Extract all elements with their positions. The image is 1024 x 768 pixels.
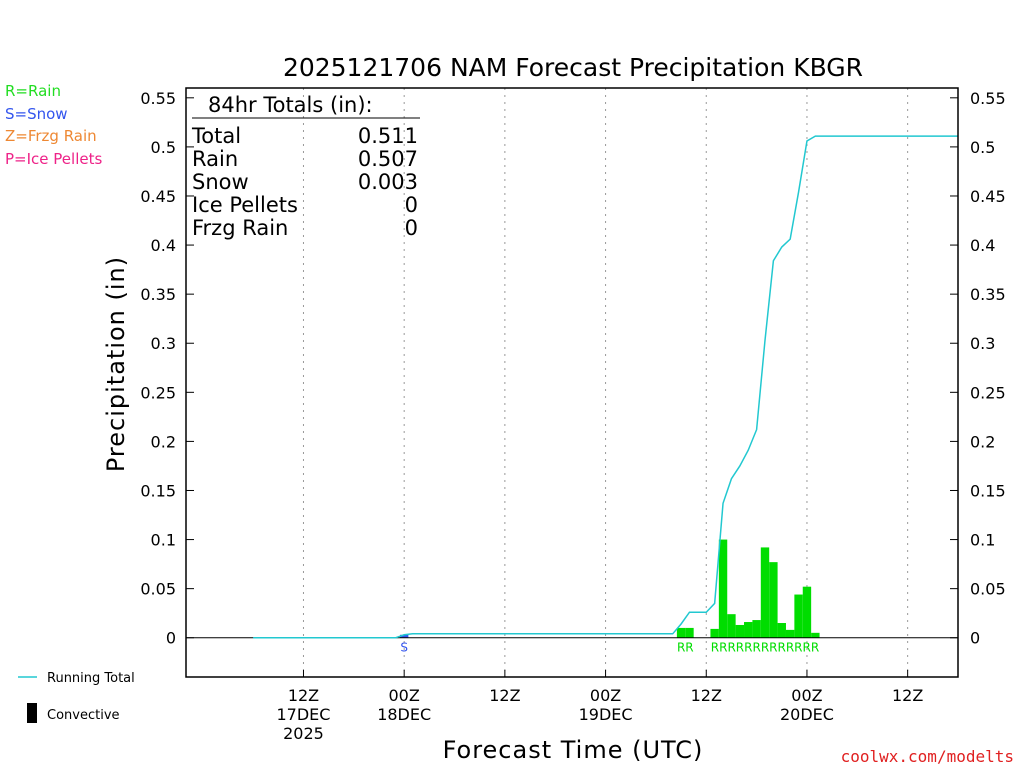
precip-bar bbox=[685, 627, 694, 638]
x-tick-label: 12Z bbox=[489, 686, 520, 705]
running-total-line bbox=[253, 135, 958, 639]
y-tick-label-right: 0.1 bbox=[970, 531, 995, 550]
precip-bar bbox=[676, 627, 686, 638]
y-tick-label-right: 0.5 bbox=[970, 138, 995, 157]
legend-frzg-rain: Z=Frzg Rain bbox=[5, 127, 97, 145]
y-tick-label-right: 0.2 bbox=[970, 432, 995, 451]
y-tick-label-left: 0.4 bbox=[151, 236, 176, 255]
precip-bar bbox=[752, 620, 761, 638]
precip-type-legend: R=Rain S=Snow Z=Frzg Rain P=Ice Pellets bbox=[5, 82, 102, 168]
x-tick-label: 2025 bbox=[283, 724, 324, 743]
x-axis-label: Forecast Time (UTC) bbox=[443, 736, 704, 764]
precip-type-marker: S bbox=[400, 641, 408, 655]
totals-label: Frzg Rain bbox=[192, 216, 288, 240]
x-tick-label: 19DEC bbox=[579, 705, 633, 724]
y-tick-label-right: 0.45 bbox=[970, 187, 1006, 206]
legend-ice-pellets: P=Ice Pellets bbox=[5, 150, 102, 168]
totals-label: Ice Pellets bbox=[192, 193, 298, 217]
precip-bar bbox=[735, 624, 745, 638]
y-tick-label-left: 0.45 bbox=[140, 187, 176, 206]
x-tick-label: 20DEC bbox=[780, 705, 834, 724]
y-tick-label-right: 0 bbox=[970, 629, 980, 648]
x-tick-label: 12Z bbox=[691, 686, 722, 705]
chart-title: 2025121706 NAM Forecast Precipitation KB… bbox=[283, 53, 863, 82]
y-tick-label-left: 0.1 bbox=[151, 531, 176, 550]
y-tick-label-left: 0.2 bbox=[151, 432, 176, 451]
totals-value: 0.003 bbox=[358, 170, 418, 194]
x-tick-label: 12Z bbox=[288, 686, 319, 705]
totals-label: Snow bbox=[192, 170, 249, 194]
precip-bar bbox=[777, 623, 786, 638]
y-tick-label-right: 0.55 bbox=[970, 89, 1006, 108]
y-tick-label-left: 0.5 bbox=[151, 138, 176, 157]
legend-rain: R=Rain bbox=[5, 82, 61, 100]
x-tick-label: 00Z bbox=[791, 686, 822, 705]
precip-bar bbox=[727, 614, 736, 638]
x-tick-label: 17DEC bbox=[276, 705, 330, 724]
precip-type-marker: RR bbox=[677, 641, 694, 655]
series-legend: Running Total Convective bbox=[18, 671, 135, 723]
x-tick-label: 12Z bbox=[892, 686, 923, 705]
y-tick-label-left: 0.35 bbox=[140, 285, 176, 304]
precip-bar bbox=[769, 562, 778, 638]
plot-frame bbox=[185, 87, 959, 678]
y-tick-label-right: 0.3 bbox=[970, 334, 995, 353]
precip-bar bbox=[802, 586, 812, 638]
precip-bar bbox=[718, 539, 728, 638]
legend-convective: Convective bbox=[47, 708, 120, 723]
convective-swatch bbox=[27, 703, 37, 723]
totals-value: 0 bbox=[405, 193, 418, 217]
y-tick-label-right: 0.25 bbox=[970, 383, 1006, 402]
precip-bar bbox=[399, 634, 409, 638]
y-axis-ticks: 0 00.05 0.050.1 0.10.15 0.150.2 0.20.25 0.250.… bbox=[140, 89, 1005, 648]
legend-snow: S=Snow bbox=[5, 105, 68, 123]
precip-bar bbox=[760, 547, 770, 638]
legend-running-total: Running Total bbox=[47, 671, 135, 686]
totals-box: 84hr Totals (in): Total 0.511 Rain 0.507… bbox=[191, 93, 420, 240]
precip-bar bbox=[785, 629, 795, 638]
y-tick-label-right: 0.4 bbox=[970, 236, 995, 255]
y-tick-label-right: 0.35 bbox=[970, 285, 1006, 304]
x-tick-label: 00Z bbox=[389, 686, 420, 705]
y-tick-label-left: 0.55 bbox=[140, 89, 176, 108]
precip-type-marker: RRRRRRRRRRRRR bbox=[711, 641, 819, 655]
precip-type-markers: S RR RRRRRRRRRRRRR bbox=[400, 641, 819, 655]
y-axis-label: Precipitation (in) bbox=[102, 256, 130, 472]
totals-label: Rain bbox=[192, 147, 238, 171]
y-tick-label-left: 0.15 bbox=[140, 481, 176, 500]
precip-bars bbox=[399, 539, 820, 638]
y-tick-label-left: 0.3 bbox=[151, 334, 176, 353]
y-tick-label-right: 0.05 bbox=[970, 580, 1006, 599]
y-tick-label-left: 0 bbox=[166, 629, 176, 648]
x-tick-label: 18DEC bbox=[377, 705, 431, 724]
y-tick-label-left: 0.25 bbox=[140, 383, 176, 402]
totals-value: 0.511 bbox=[358, 124, 418, 148]
precip-bar bbox=[710, 628, 719, 638]
precip-bar bbox=[811, 632, 820, 638]
totals-heading: 84hr Totals (in): bbox=[208, 93, 373, 117]
gridlines bbox=[302, 88, 909, 677]
totals-value: 0.507 bbox=[358, 147, 418, 171]
y-tick-label-left: 0.05 bbox=[140, 580, 176, 599]
totals-label: Total bbox=[191, 124, 241, 148]
credit-link[interactable]: coolwx.com/modelts bbox=[841, 747, 1014, 766]
y-tick-label-right: 0.15 bbox=[970, 481, 1006, 500]
precip-bar bbox=[794, 594, 803, 638]
x-tick-label: 00Z bbox=[590, 686, 621, 705]
totals-value: 0 bbox=[405, 216, 418, 240]
precip-bar bbox=[744, 622, 753, 638]
